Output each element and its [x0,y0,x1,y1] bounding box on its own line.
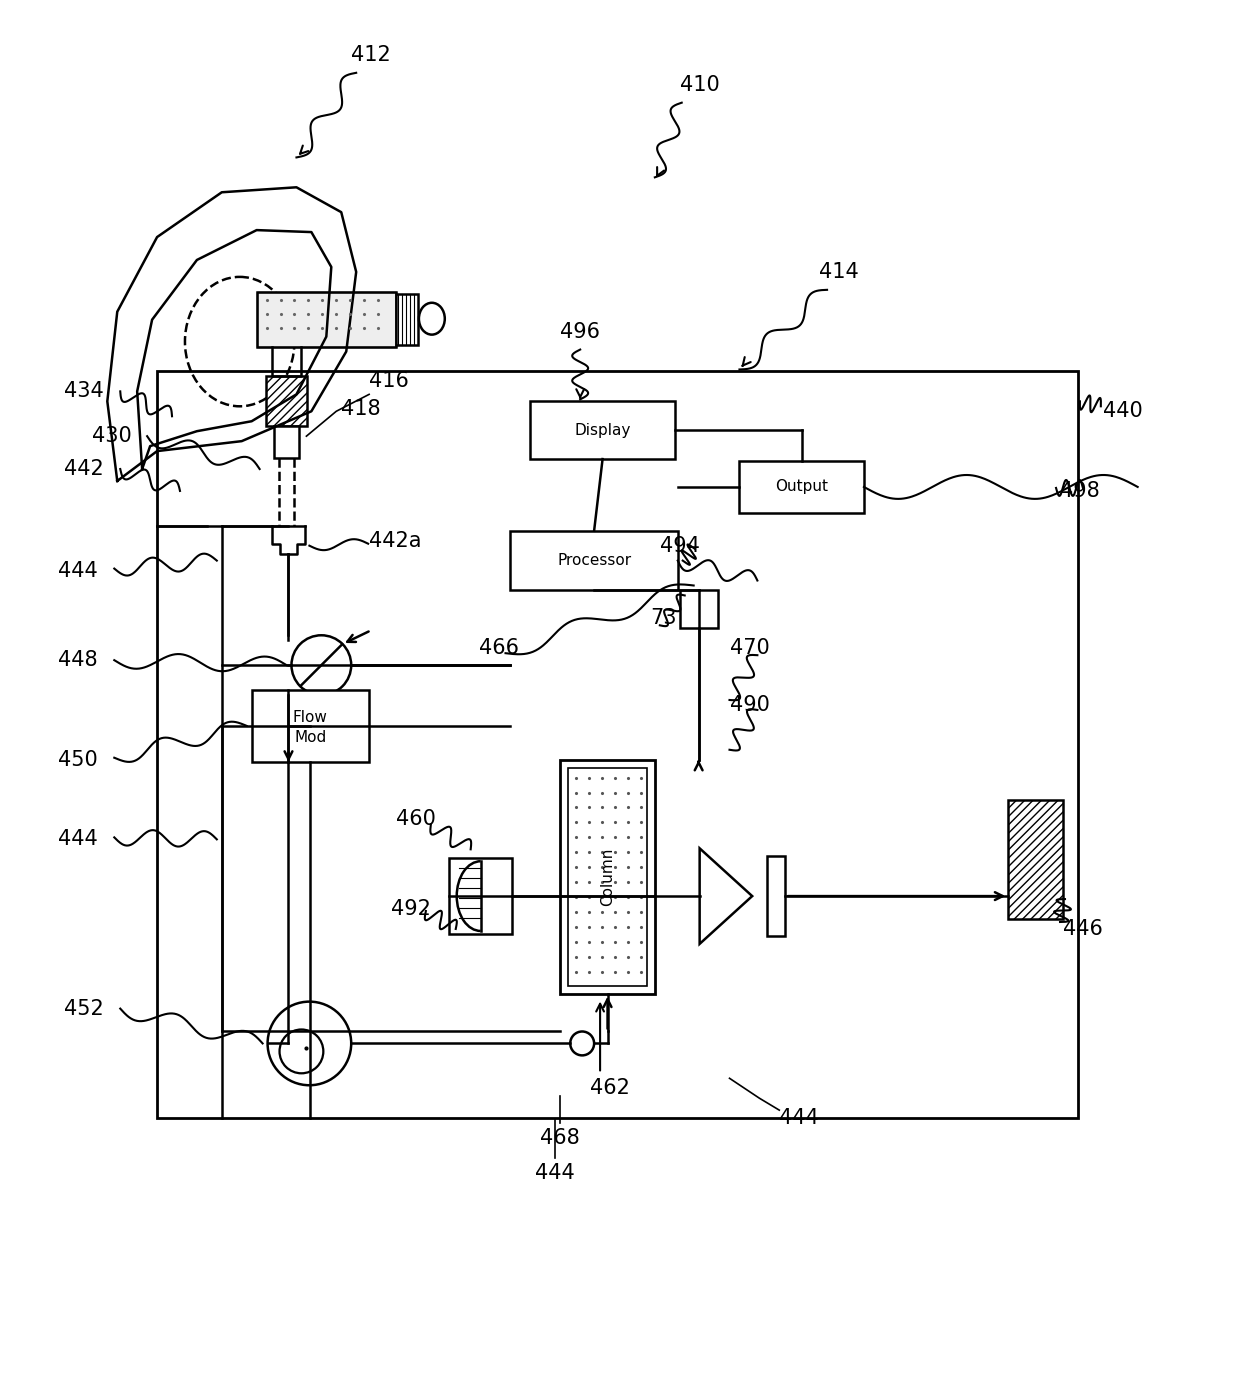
Bar [252,690,370,761]
Bar [531,401,675,459]
Bar [157,372,1078,1118]
Text: 470: 470 [729,638,769,658]
Text: Mod: Mod [294,731,326,745]
Ellipse shape [419,303,445,334]
Bar [739,461,864,512]
Bar [449,859,512,934]
Text: 412: 412 [351,45,391,65]
Text: 496: 496 [560,322,600,341]
Text: 452: 452 [64,998,104,1019]
Text: 492: 492 [391,899,432,919]
Text: 440: 440 [1102,401,1142,422]
Bar [265,376,308,426]
Text: 468: 468 [541,1128,580,1148]
Text: Display: Display [574,423,631,437]
Text: 444: 444 [536,1162,575,1183]
Text: 73: 73 [650,608,676,628]
Bar [257,292,396,347]
Text: 444: 444 [57,830,97,849]
Text: 416: 416 [370,372,409,391]
Text: 466: 466 [479,638,518,658]
Text: Processor: Processor [557,553,631,568]
Text: 460: 460 [396,809,436,830]
Bar [257,292,396,347]
Text: 498: 498 [1060,480,1100,501]
Text: Flow: Flow [293,710,327,725]
Text: 444: 444 [57,561,97,580]
Bar [680,590,718,628]
Text: Output: Output [775,479,828,494]
Text: Column: Column [600,848,615,906]
Bar [1008,799,1063,919]
Text: 446: 446 [1063,919,1102,940]
Text: 442: 442 [64,459,104,479]
Text: 450: 450 [57,750,97,770]
Text: 448: 448 [57,650,97,670]
Text: 434: 434 [64,381,104,401]
Bar [568,767,647,986]
Text: 494: 494 [660,536,699,555]
Bar [560,760,655,994]
Bar [511,530,678,590]
Bar [396,294,418,345]
Text: 410: 410 [680,75,719,95]
Text: 414: 414 [820,262,859,283]
Text: 442a: 442a [370,530,422,551]
Text: 490: 490 [729,695,769,715]
Text: 418: 418 [341,400,381,419]
Bar [274,426,299,458]
Bar [768,856,785,935]
Text: 462: 462 [590,1079,630,1098]
Text: 444: 444 [779,1108,820,1128]
Text: 430: 430 [92,426,133,447]
